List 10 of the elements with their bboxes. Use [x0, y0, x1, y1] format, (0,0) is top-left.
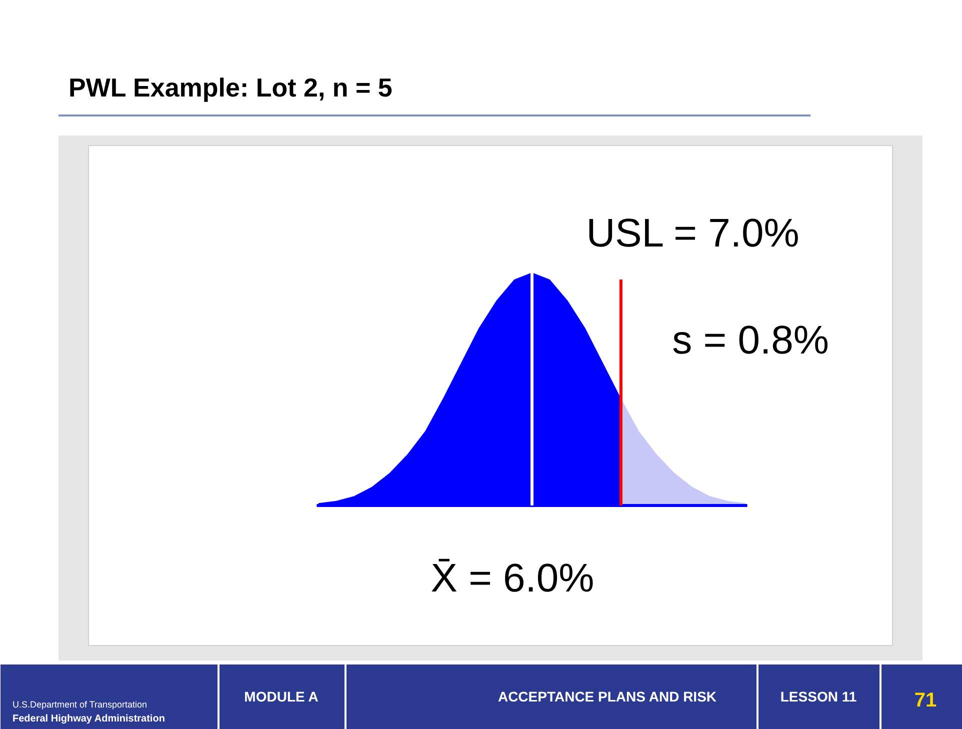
text: ACCEPTANCE PLANS AND RISK — [498, 688, 717, 704]
text: LESSON 11 — [780, 688, 857, 704]
annotation: s = 0.8% — [672, 318, 829, 362]
text: MODULE A — [244, 688, 318, 704]
text: X̄ = 6.0% — [430, 556, 594, 600]
chart-title: PWL Example: Lot 2, n = 5 — [68, 72, 392, 102]
text: 71 — [914, 690, 937, 712]
text: Federal Highway Administration — [12, 714, 165, 724]
text: USL = 7.0% — [586, 212, 800, 256]
text: U.S.Department of Transportation — [12, 700, 148, 710]
